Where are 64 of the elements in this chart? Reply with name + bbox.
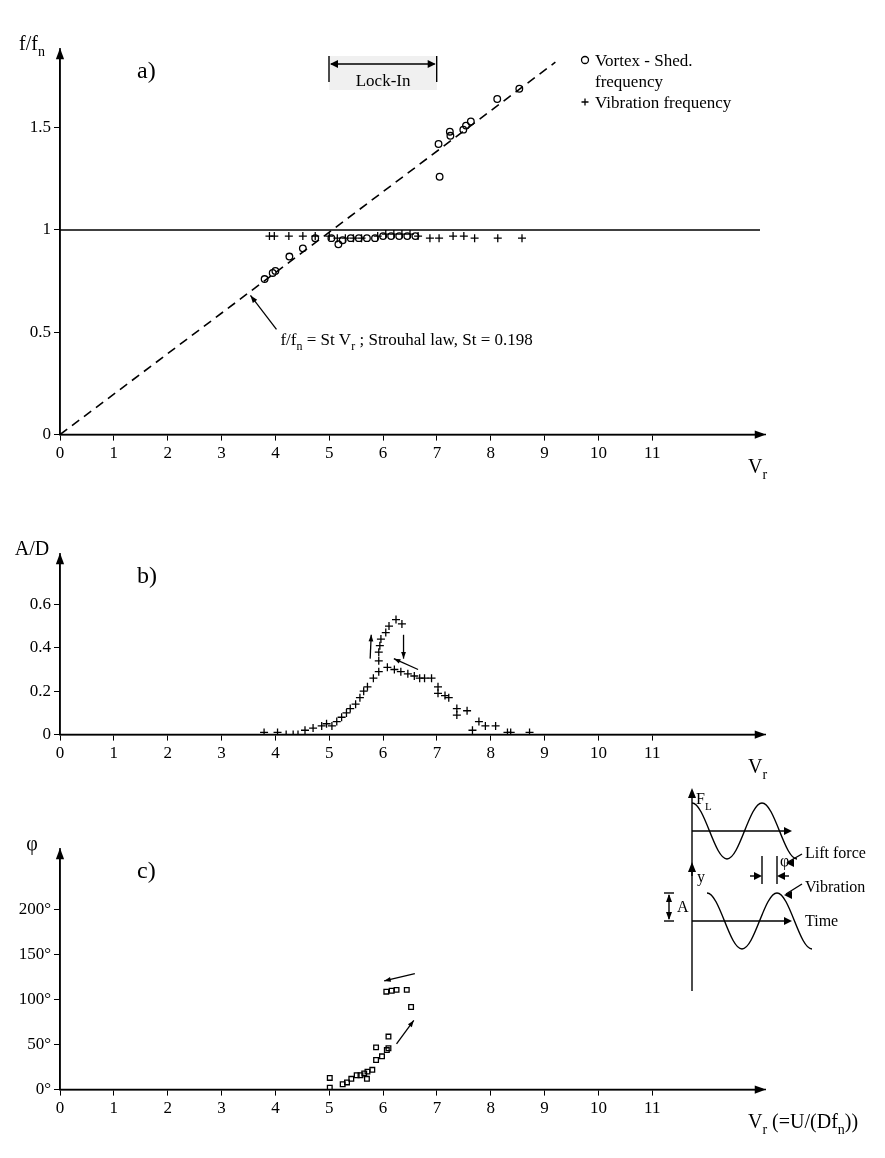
y-tick-label: 1.5 xyxy=(29,117,51,137)
x-tick-label: 0 xyxy=(55,743,65,763)
x-tick-label: 2 xyxy=(163,743,172,763)
x-tick-label: 4 xyxy=(271,1098,281,1118)
x-tick-label: 0 xyxy=(55,443,65,463)
x-tick-label: 8 xyxy=(486,1098,496,1118)
text: Time xyxy=(805,912,839,929)
x-tick-label: 10 xyxy=(589,443,607,463)
x-tick-label: 7 xyxy=(432,1098,442,1118)
y-tick-label: 0.6 xyxy=(29,593,51,613)
x-tick-label: 6 xyxy=(378,443,388,463)
y-tick-label: 0° xyxy=(35,1079,51,1099)
band-label: Lock-In xyxy=(355,71,411,90)
chart-title: a) xyxy=(137,57,156,83)
x-tick-label: 3 xyxy=(217,743,226,763)
x-tick-label: 6 xyxy=(378,1098,388,1118)
x-tick-label: 3 xyxy=(217,1098,226,1118)
x-tick-label: 9 xyxy=(540,1098,549,1118)
x-tick-label: 10 xyxy=(589,743,607,763)
text: Vibration xyxy=(805,878,866,895)
x-tick-label: 11 xyxy=(644,743,661,763)
y-tick-label: 50° xyxy=(27,1034,51,1054)
x-tick-label: 1 xyxy=(109,743,119,763)
x-tick-label: 4 xyxy=(271,443,281,463)
y-axis-title: φ xyxy=(26,832,38,855)
y-tick-label: 1 xyxy=(42,219,51,239)
x-tick-label: 10 xyxy=(589,1098,607,1118)
x-tick-label: 9 xyxy=(540,443,549,463)
y-tick-label: 0 xyxy=(42,724,51,744)
x-tick-label: 5 xyxy=(324,743,334,763)
x-tick-label: 1 xyxy=(109,1098,119,1118)
y-tick-label: 0.4 xyxy=(29,637,52,657)
x-tick-label: 1 xyxy=(109,443,119,463)
text: Lift force xyxy=(805,844,866,861)
x-tick-label: 7 xyxy=(432,443,442,463)
y-tick-label: 200° xyxy=(18,899,51,919)
x-tick-label: 0 xyxy=(55,1098,65,1118)
x-tick-label: 7 xyxy=(432,743,442,763)
text: F$_{L}$ xyxy=(696,790,712,812)
x-tick-label: 5 xyxy=(324,1098,334,1118)
x-tick-label: 6 xyxy=(378,743,388,763)
y-tick-label: 0 xyxy=(42,424,51,444)
legend-label: Vortex - Shed. frequency xyxy=(595,51,693,91)
annotation: y xyxy=(697,868,705,886)
x-tick-label: 3 xyxy=(217,443,226,463)
x-tick-label: 9 xyxy=(540,743,549,763)
legend-label: Vibration frequency xyxy=(595,93,732,112)
chart-title: b) xyxy=(137,562,157,588)
annotation: A xyxy=(677,898,689,915)
x-tick-label: 11 xyxy=(644,1098,661,1118)
chart-title: c) xyxy=(137,857,156,883)
text: φ xyxy=(780,852,790,869)
x-tick-label: 4 xyxy=(271,743,281,763)
x-tick-label: 11 xyxy=(644,443,661,463)
x-tick-label: 2 xyxy=(163,443,172,463)
y-tick-label: 0.5 xyxy=(29,321,51,341)
y-tick-label: 0.2 xyxy=(29,680,51,700)
x-tick-label: 8 xyxy=(486,443,496,463)
x-tick-label: 8 xyxy=(486,743,496,763)
x-tick-label: 2 xyxy=(163,1098,172,1118)
y-tick-label: 150° xyxy=(18,944,51,964)
y-tick-label: 100° xyxy=(18,989,51,1009)
y-axis-title: A/D xyxy=(14,537,50,559)
x-tick-label: 5 xyxy=(324,443,334,463)
